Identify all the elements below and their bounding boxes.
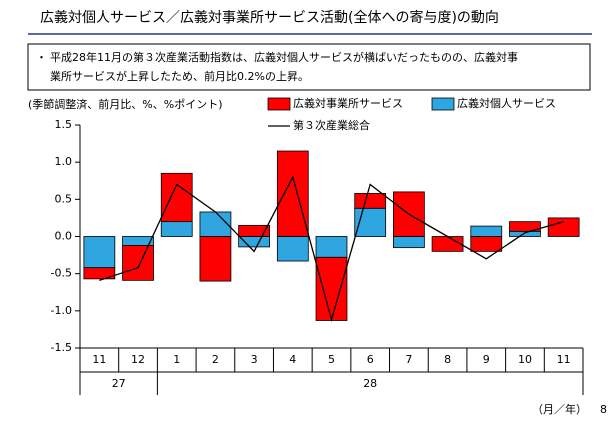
x-tick-label: 12 <box>131 353 145 366</box>
x-tick-label: 5 <box>328 353 335 366</box>
x-tick-label: 3 <box>251 353 258 366</box>
group-label: 27 <box>112 377 126 390</box>
legend-label: 第３次産業総合 <box>293 118 370 132</box>
x-tick-label: 6 <box>367 353 374 366</box>
note-box <box>27 43 591 91</box>
x-tick-label: 11 <box>92 353 106 366</box>
bar <box>199 236 232 282</box>
bar <box>315 256 348 321</box>
bar <box>199 211 232 237</box>
y-tick-label: 0.0 <box>55 230 73 243</box>
x-tick-label: 8 <box>444 353 451 366</box>
bar <box>276 150 309 237</box>
chart-title: 広義対個人サービス／広義対事業所サービス活動(全体への寄与度)の動向 <box>40 9 499 26</box>
note-line: 業所サービスが上昇したため、前月比0.2%の上昇。 <box>50 69 309 83</box>
line <box>99 175 564 323</box>
y-axis-label: (季節調整済、前月比、%、%ポイント) <box>28 97 223 111</box>
bar <box>470 225 503 237</box>
legend-label: 広義対個人サービス <box>457 96 556 110</box>
bar <box>315 236 348 258</box>
note-line: 平成28年11月の第３次産業活動指数は、広義対個人サービスが横ばいだったものの、… <box>50 50 518 64</box>
group-label: 28 <box>363 377 377 390</box>
bar <box>83 236 116 269</box>
bar <box>354 192 387 209</box>
legend-label: 広義対事業所サービス <box>293 96 403 110</box>
bar <box>393 236 425 249</box>
x-tick-label: 7 <box>405 353 412 366</box>
note-bullet: ・ <box>36 51 47 64</box>
legend-swatch <box>431 97 455 111</box>
y-tick-label: -1.0 <box>51 304 72 317</box>
x-tick-label: 4 <box>289 353 296 366</box>
x-tick-label: 2 <box>212 353 219 366</box>
bar <box>160 172 193 223</box>
x-axis-label: （月／年） <box>532 402 587 416</box>
bar <box>238 236 270 248</box>
x-tick-label: 11 <box>557 353 571 366</box>
bar <box>470 236 503 252</box>
y-tick-label: 1.0 <box>55 155 73 168</box>
y-tick-label: -1.5 <box>51 341 72 354</box>
legend-swatch <box>267 97 291 111</box>
bar <box>431 236 464 252</box>
bar <box>238 224 270 237</box>
x-tick-label: 1 <box>173 353 180 366</box>
bar <box>83 267 116 280</box>
bar <box>122 245 154 281</box>
bar <box>160 221 193 237</box>
y-tick-label: 0.5 <box>55 192 73 205</box>
x-tick-label: 9 <box>483 353 490 366</box>
bar <box>509 230 541 237</box>
x-tick-label: 10 <box>518 353 532 366</box>
page-number: 8 <box>600 403 607 416</box>
bar <box>276 236 309 262</box>
bar <box>509 221 541 232</box>
y-tick-label: -0.5 <box>51 267 72 280</box>
y-tick-label: 1.5 <box>55 118 73 131</box>
bar <box>547 217 580 237</box>
